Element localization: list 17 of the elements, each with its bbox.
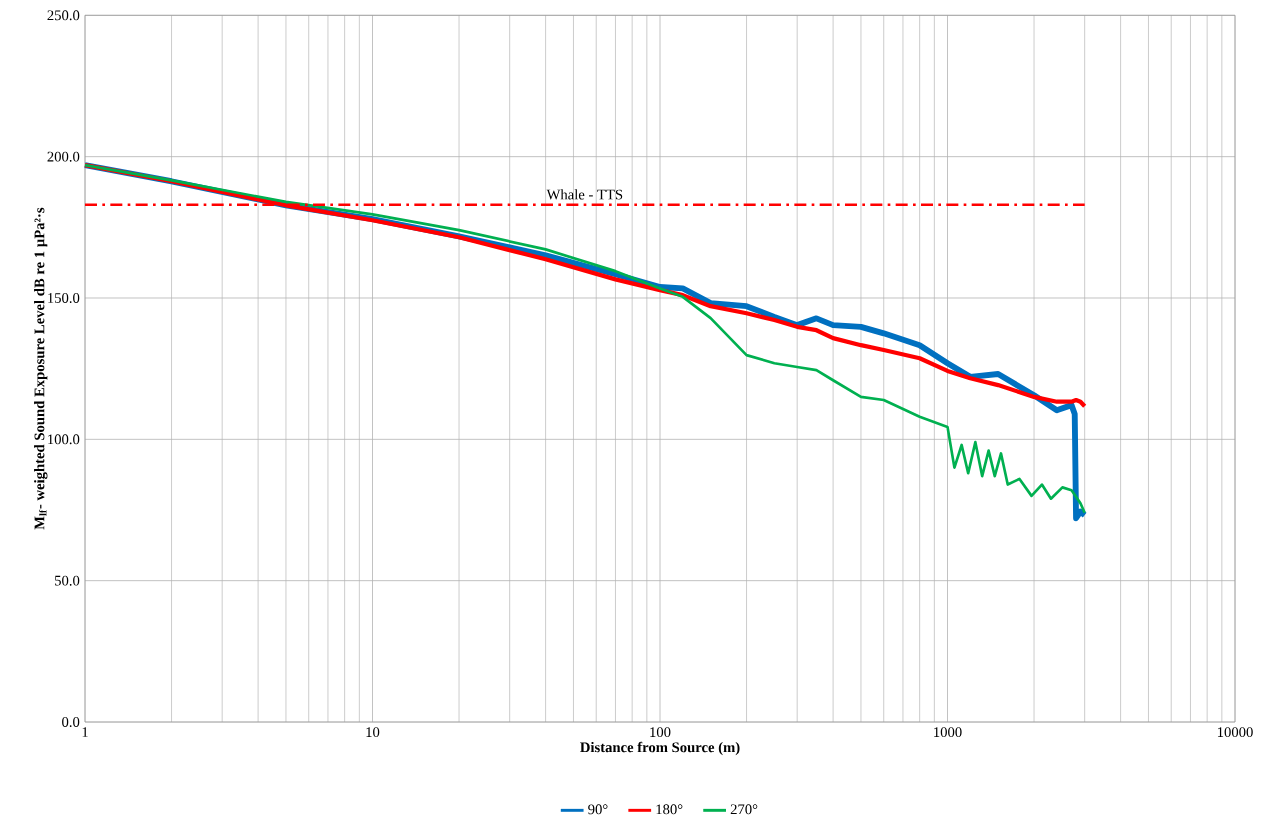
x-tick-label: 1 (82, 727, 88, 737)
x-tick-label: 10 (366, 727, 380, 738)
y-tick-label: 50.0 (55, 575, 80, 586)
x-tick-label: 1000 (934, 727, 962, 738)
legend-label: 180° (656, 804, 683, 815)
x-tick-label: 100 (650, 727, 671, 738)
y-tick-label: 0.0 (62, 717, 80, 727)
legend-label: 270° (730, 804, 758, 815)
y-tick-label: 150.0 (48, 293, 80, 303)
ref-line-label: Whale - TTS (546, 189, 623, 200)
legend-label: 90° (588, 804, 608, 815)
y-axis-title: M$_{lf}$- weighted Sound Exposure Level dB re 1 µPa²·s (34, 207, 48, 530)
x-tick-label: 10000 (1217, 727, 1253, 738)
y-tick-label: 200.0 (47, 151, 80, 162)
x-axis-title: Distance from Source (m) (580, 741, 740, 756)
y-tick-label: 250.0 (47, 10, 80, 21)
y-tick-label: 100.0 (48, 434, 80, 445)
